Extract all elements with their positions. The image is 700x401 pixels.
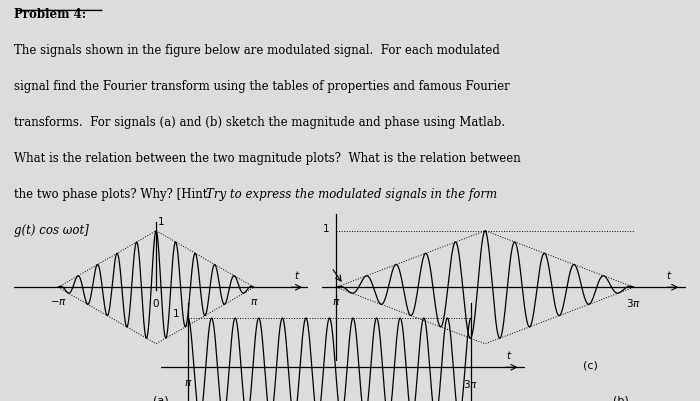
Text: What is the relation between the two magnitude plots?  What is the relation betw: What is the relation between the two mag… <box>14 152 521 165</box>
Text: 1: 1 <box>323 223 329 233</box>
Text: $0$: $0$ <box>152 296 160 308</box>
Text: $\pi$: $\pi$ <box>332 296 340 306</box>
Text: (a): (a) <box>153 395 169 401</box>
Text: $3\pi$: $3\pi$ <box>463 377 479 389</box>
Text: $\pi$: $\pi$ <box>250 296 258 306</box>
Text: $t$: $t$ <box>666 268 673 280</box>
Text: Problem 4:: Problem 4: <box>14 8 86 21</box>
Text: signal find the Fourier transform using the tables of properties and famous Four: signal find the Fourier transform using … <box>14 80 510 93</box>
Text: The signals shown in the figure below are modulated signal.  For each modulated: The signals shown in the figure below ar… <box>14 44 500 57</box>
Text: (b): (b) <box>612 395 629 401</box>
Text: $\pi$: $\pi$ <box>184 377 192 387</box>
Text: $-\pi$: $-\pi$ <box>50 296 66 306</box>
Text: 1: 1 <box>158 217 165 227</box>
Text: the two phase plots? Why? [Hint:: the two phase plots? Why? [Hint: <box>14 188 215 200</box>
Text: $t$: $t$ <box>294 269 300 281</box>
Text: g(t) cos ωot]: g(t) cos ωot] <box>14 224 89 237</box>
Text: Try to express the modulated signals in the form: Try to express the modulated signals in … <box>206 188 496 200</box>
Text: (c): (c) <box>583 360 598 370</box>
Text: $3\pi$: $3\pi$ <box>626 296 641 308</box>
Text: $t$: $t$ <box>506 348 512 360</box>
Text: 1: 1 <box>174 308 180 318</box>
Text: transforms.  For signals (a) and (b) sketch the magnitude and phase using Matlab: transforms. For signals (a) and (b) sket… <box>14 116 505 129</box>
